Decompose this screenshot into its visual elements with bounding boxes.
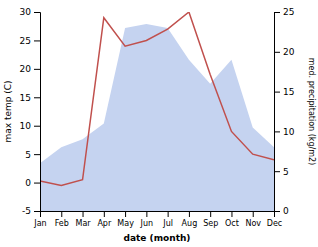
- tick: Oct: [225, 211, 239, 228]
- tick-mark: [274, 211, 280, 212]
- temperature-line: [40, 12, 274, 185]
- tick: Jul: [162, 211, 173, 228]
- tick-label: Aug: [182, 219, 198, 228]
- tick: Nov: [245, 211, 261, 228]
- tick: 20: [20, 64, 40, 74]
- tick: Sep: [203, 211, 218, 228]
- y2-axis-title: med. precipitation (kg/m2): [307, 58, 316, 165]
- tick-label: 15: [283, 87, 294, 97]
- axis-line: [275, 13, 281, 212]
- y-axis-title: max temp (C): [3, 80, 13, 142]
- tick: 25: [20, 36, 40, 46]
- tick-mark: [104, 211, 105, 217]
- tick-mark: [34, 126, 40, 127]
- tick-mark: [34, 97, 40, 98]
- tick: 0: [25, 178, 40, 188]
- axis-line: [34, 13, 41, 212]
- tick-mark: [274, 92, 280, 93]
- tick-mark: [34, 183, 40, 184]
- tick-mark: [274, 131, 280, 132]
- y-axis: -5 0 5 10 15 20 25 30: [20, 7, 41, 216]
- tick-label: 5: [283, 167, 289, 177]
- tick-mark: [83, 211, 84, 217]
- tick: 25: [274, 7, 294, 17]
- marks: [40, 12, 274, 211]
- tick-mark: [34, 154, 40, 155]
- tick-mark: [274, 52, 280, 53]
- tick-mark: [61, 211, 62, 217]
- tick-label: 5: [25, 150, 31, 160]
- tick-label: 20: [283, 47, 295, 57]
- tick: 5: [25, 150, 40, 160]
- tick: Feb: [55, 211, 69, 228]
- tick-label: -5: [22, 206, 31, 216]
- tick-label: Mar: [75, 219, 91, 228]
- tick-label: 10: [283, 127, 295, 137]
- tick: Jun: [140, 211, 154, 228]
- tick: 30: [20, 7, 40, 17]
- tick-label: 15: [20, 93, 31, 103]
- tick: Mar: [75, 211, 91, 228]
- tick-mark: [34, 69, 40, 70]
- tick: 15: [274, 87, 294, 97]
- tick-mark: [253, 211, 254, 217]
- tick-label: 0: [25, 178, 31, 188]
- tick: Dec: [267, 211, 282, 228]
- tick-mark: [34, 40, 40, 41]
- tick-label: 25: [20, 36, 31, 46]
- tick-label: 20: [20, 64, 32, 74]
- tick-label: Dec: [267, 219, 282, 228]
- tick-mark: [168, 211, 169, 217]
- tick-mark: [274, 12, 280, 13]
- tick: 10: [20, 121, 40, 131]
- tick-label: 25: [283, 7, 294, 17]
- tick: 15: [20, 93, 40, 103]
- tick-label: 10: [20, 121, 32, 131]
- tick: Aug: [182, 211, 198, 228]
- tick-mark: [146, 211, 147, 217]
- tick-label: 30: [20, 7, 32, 17]
- plot: Jan Feb Mar Apr May Jun Jul Aug Sep Oct Nov Dec -5 0 5…: [20, 7, 295, 227]
- tick: -5: [22, 206, 40, 216]
- tick-label: Apr: [97, 219, 112, 228]
- tick-label: Feb: [55, 219, 69, 228]
- precipitation-area: [40, 24, 274, 211]
- tick: 20: [274, 47, 295, 57]
- tick-label: Sep: [203, 219, 218, 228]
- tick: 0: [274, 206, 289, 216]
- y2-axis: 0 5 10 15 20 25: [274, 7, 295, 216]
- tick: 10: [274, 127, 295, 137]
- tick-mark: [274, 171, 280, 172]
- tick-label: May: [117, 219, 134, 228]
- tick-label: Jun: [140, 219, 154, 228]
- tick-label: Jul: [162, 219, 173, 228]
- tick-label: Nov: [245, 219, 261, 228]
- tick: Apr: [97, 211, 112, 228]
- tick: May: [117, 211, 134, 228]
- tick-mark: [231, 211, 232, 217]
- tick-mark: [34, 12, 40, 13]
- x-axis: Jan Feb Mar Apr May Jun Jul Aug Sep Oct Nov Dec: [33, 211, 282, 228]
- tick-label: Jan: [33, 219, 46, 228]
- tick-label: Oct: [225, 219, 239, 228]
- tick-mark: [189, 211, 190, 217]
- axis-line: [41, 212, 275, 218]
- chart: Jan Feb Mar Apr May Jun Jul Aug Sep Oct Nov Dec -5 0 5…: [0, 0, 318, 247]
- tick-mark: [210, 211, 211, 217]
- tick: 5: [274, 167, 289, 177]
- tick-mark: [34, 211, 40, 212]
- tick-mark: [125, 211, 126, 217]
- tick-label: 0: [283, 206, 289, 216]
- x-axis-title: date (month): [124, 233, 191, 243]
- tick: Jan: [33, 211, 46, 228]
